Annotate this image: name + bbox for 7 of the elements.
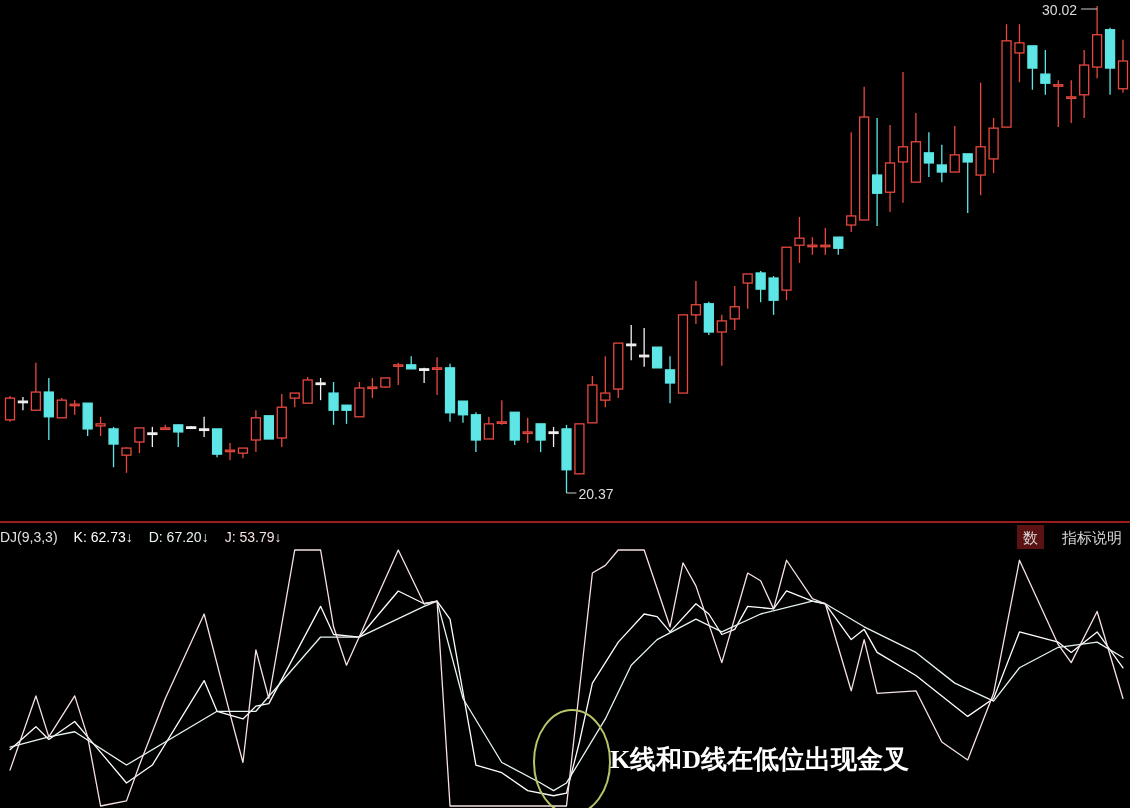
text: D: 67.20↓ bbox=[148, 529, 209, 545]
annotation: 20.37 bbox=[578, 486, 614, 502]
text: J: 53.79↓ bbox=[224, 529, 282, 545]
text: DJ(9,3,3) bbox=[0, 529, 58, 545]
text: K: 62.73↓ bbox=[73, 529, 133, 545]
annotation: 30.02 bbox=[1042, 2, 1078, 18]
annotation: K线和D线在低位出现金叉 bbox=[610, 745, 909, 774]
